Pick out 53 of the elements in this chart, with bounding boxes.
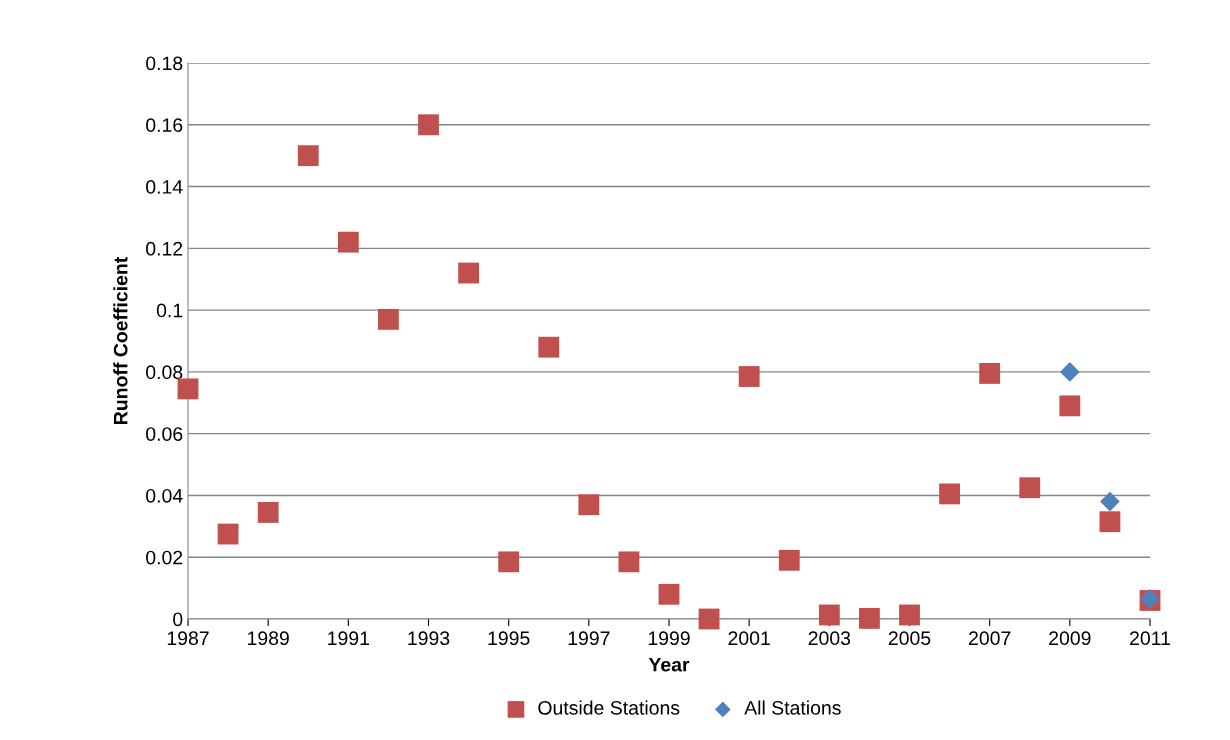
point — [658, 583, 680, 605]
y-tick-label: 0 — [173, 612, 183, 627]
point — [1059, 395, 1081, 417]
x-axis-title: Year — [648, 657, 690, 672]
point — [257, 502, 279, 523]
y-tick-label: 0.12 — [146, 241, 183, 256]
point — [778, 549, 800, 571]
y-tick-label: 0.1 — [156, 303, 183, 318]
y-tick-label: 0.02 — [146, 550, 183, 565]
x-tick-label: 1995 — [488, 631, 530, 646]
point — [418, 114, 439, 136]
point — [618, 551, 640, 573]
x-tick-label: 1991 — [328, 631, 370, 646]
x-tick-label: 1993 — [408, 631, 450, 646]
x-tick-label: 1999 — [648, 631, 690, 646]
point — [538, 336, 560, 358]
point — [1099, 511, 1121, 533]
x-tick-label: 2007 — [969, 631, 1011, 646]
x-tick-label: 2009 — [1049, 631, 1091, 646]
point — [698, 608, 720, 630]
x-tick-label: 1997 — [568, 631, 610, 646]
legend-label: Outside Stations — [538, 700, 680, 715]
x-tick-label: 2005 — [888, 631, 931, 646]
y-tick-label: 0.04 — [146, 488, 183, 503]
point — [1100, 491, 1120, 512]
x-tick-label: 2003 — [808, 631, 851, 646]
point — [177, 378, 199, 400]
point — [337, 231, 359, 253]
y-axis-title: Runoff Coefficient — [113, 256, 128, 424]
y-tick-label: 0.08 — [146, 365, 183, 380]
point — [297, 145, 319, 167]
x-tick-label: 2001 — [728, 631, 770, 646]
point — [738, 366, 760, 387]
point — [939, 483, 960, 505]
y-tick-label: 0.06 — [146, 427, 183, 441]
x-tick-label: 1987 — [167, 631, 209, 646]
y-tick-label: 0.16 — [146, 118, 183, 133]
point — [899, 604, 920, 626]
point — [859, 607, 880, 629]
x-tick-label: 2011 — [1130, 631, 1170, 646]
point — [217, 523, 239, 545]
point — [578, 494, 600, 516]
legend-label: All Stations — [744, 700, 841, 715]
point — [1060, 362, 1080, 382]
y-tick-label: 0.18 — [146, 56, 183, 71]
point — [979, 363, 1001, 384]
point — [1019, 477, 1041, 499]
y-tick-label: 0.14 — [146, 180, 183, 194]
point — [378, 308, 399, 330]
x-tick-label: 1989 — [248, 631, 289, 646]
point — [818, 604, 840, 626]
point — [458, 262, 479, 284]
point — [498, 551, 520, 573]
